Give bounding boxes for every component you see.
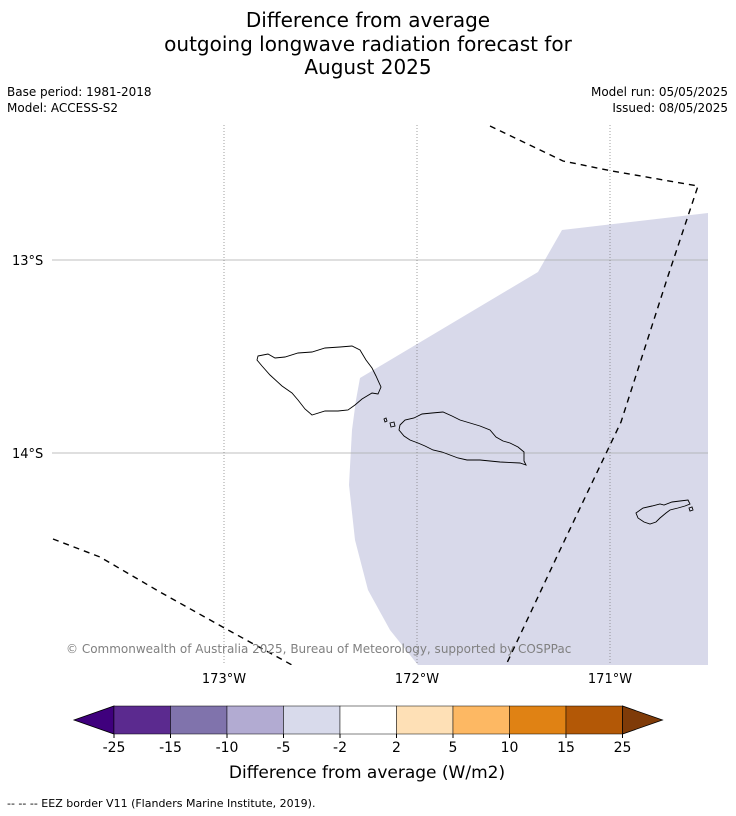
lon-label-173w: 173°W (202, 672, 246, 687)
apolima-islet (389, 421, 396, 428)
colorbar-tick-label: -2 (333, 740, 347, 756)
colorbar-box (396, 705, 454, 735)
chart-title-line-2: outgoing longwave radiation forecast for (164, 32, 572, 56)
colorbar-tick-label: -25 (103, 740, 126, 756)
colorbar-tick-label: 2 (392, 740, 401, 756)
colorbar-box (226, 705, 284, 735)
colorbar (72, 705, 664, 735)
colorbar-tick-label: 5 (449, 740, 458, 756)
lat-label-14s: 14°S (12, 447, 43, 462)
tutuila-island (635, 499, 691, 525)
lon-label-172w: 172°W (395, 672, 439, 687)
issued-text: Issued: 08/05/2025 (612, 101, 728, 115)
model-run-text: Model run: 05/05/2025 (590, 85, 728, 99)
lon-label-171w: 171°W (588, 672, 632, 687)
manono-islet (383, 417, 388, 423)
colorbar-tick-label: 25 (614, 740, 632, 756)
colorbar-box (170, 705, 228, 735)
gridlines (52, 259, 708, 454)
eez-border-southwest (52, 538, 293, 665)
colorbar-tick-label: 10 (501, 740, 519, 756)
colorbar-box (565, 705, 623, 735)
anomaly-region (349, 213, 708, 665)
chart-title-line-1: Difference from average (245, 8, 491, 32)
eez-footnote: -- -- -- EEZ border V11 (Flanders Marine… (7, 797, 316, 810)
colorbar-label: Difference from average (W/m2) (229, 763, 505, 783)
savaii-island (256, 345, 382, 416)
colorbar-box (113, 705, 171, 735)
colorbar-extend-high (622, 705, 664, 735)
model-text: Model: ACCESS-S2 (7, 101, 119, 115)
colorbar-box (283, 705, 341, 735)
colorbar-tick-label: -10 (216, 740, 239, 756)
eez-border-north (489, 125, 699, 665)
colorbar-ticks: -25 -15 -10 -5 -2 2 5 10 15 25 (103, 734, 632, 756)
base-period-text: Base period: 1981-2018 (7, 85, 152, 99)
colorbar-box (509, 705, 567, 735)
colorbar-extend-low (72, 705, 115, 735)
lat-label-13s: 13°S (12, 254, 43, 269)
colorbar-tick-label: -15 (159, 740, 182, 756)
lon-gridlines (223, 125, 611, 665)
chart-title-line-3: August 2025 (304, 55, 432, 79)
colorbar-box (452, 705, 510, 735)
islands (256, 345, 694, 525)
upolu-island (398, 411, 527, 466)
colorbar-tick-label: -5 (277, 740, 291, 756)
copyright-text: © Commonwealth of Australia 2025, Bureau… (66, 642, 571, 656)
colorbar-tick-label: 15 (557, 740, 575, 756)
aunuu-islet (688, 506, 694, 512)
eez-border (52, 125, 699, 665)
colorbar-box (339, 705, 397, 735)
